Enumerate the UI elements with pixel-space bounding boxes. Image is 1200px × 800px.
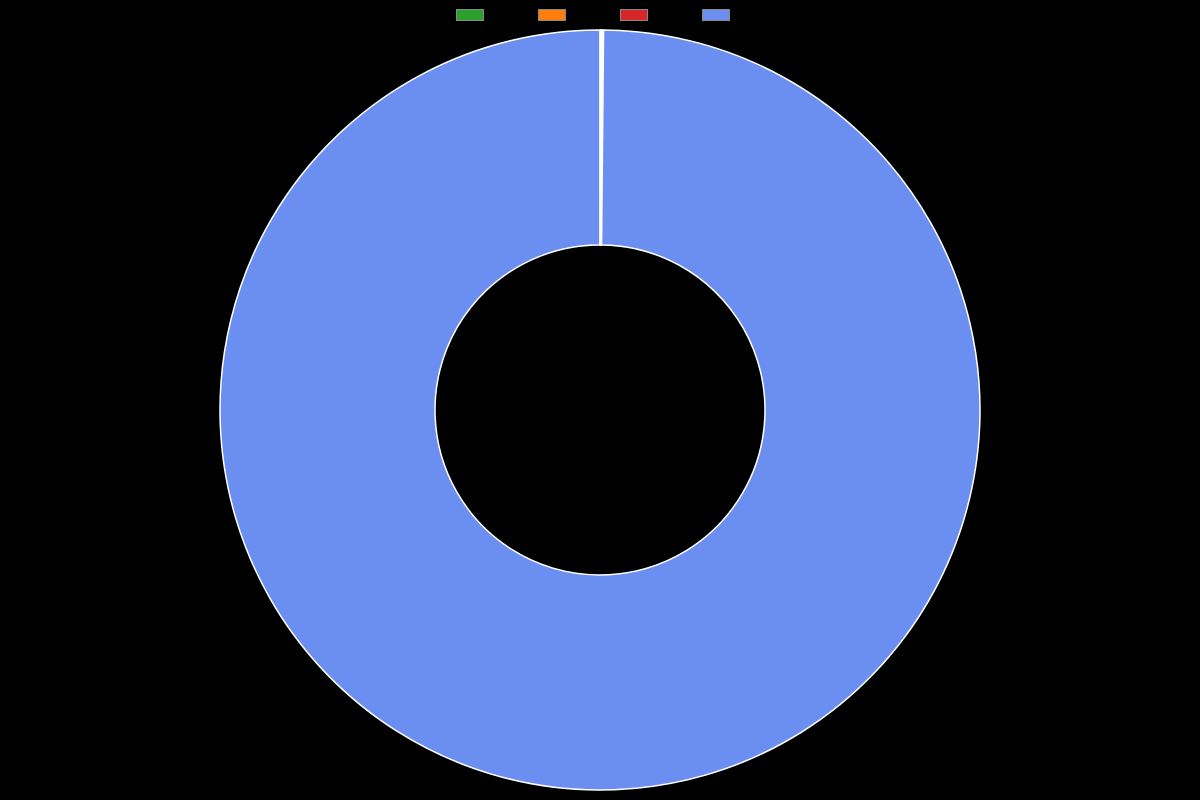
donut-chart [0, 20, 1200, 800]
donut-svg [0, 20, 1200, 800]
chart-container [0, 0, 1200, 800]
